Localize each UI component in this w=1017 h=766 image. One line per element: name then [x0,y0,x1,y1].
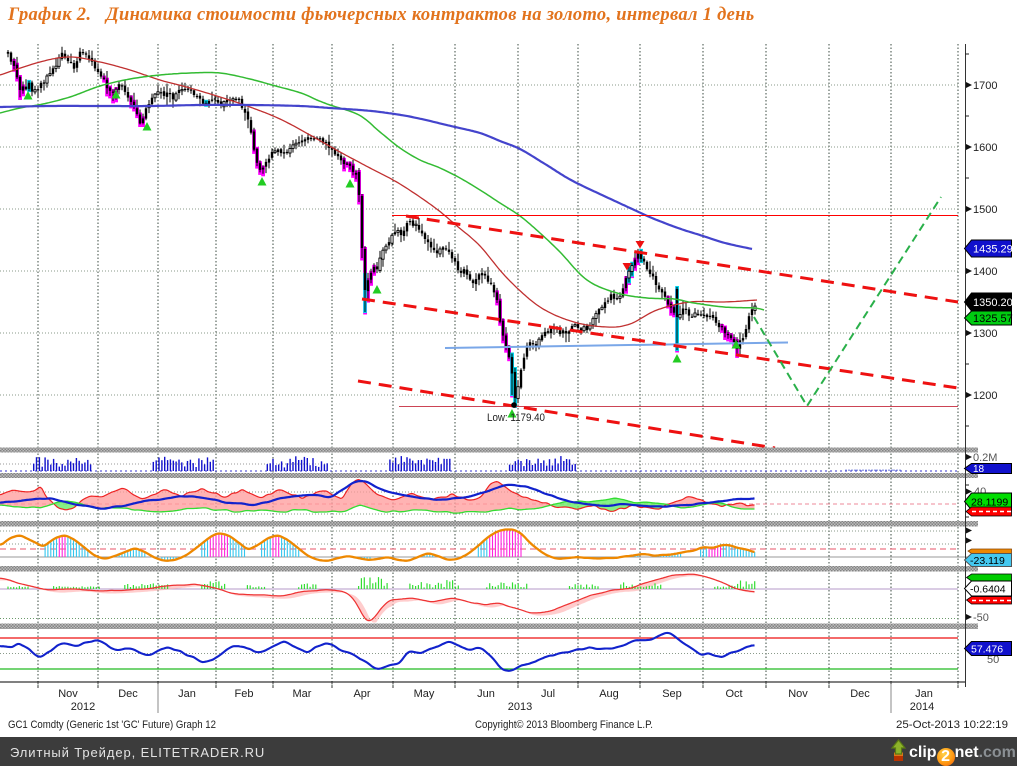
svg-text:2013: 2013 [508,701,532,713]
svg-text:1435.29: 1435.29 [973,244,1013,256]
svg-text:Sep: Sep [662,688,682,700]
svg-text:Dec: Dec [850,688,870,700]
svg-text:-23.119: -23.119 [970,555,1005,567]
svg-text:Jan: Jan [915,688,933,700]
svg-text:Nov: Nov [58,688,78,700]
svg-text:1200: 1200 [973,390,997,402]
svg-text:Copyright© 2013 Bloomberg Fina: Copyright© 2013 Bloomberg Finance L.P. [475,719,653,731]
svg-text:Oct: Oct [725,688,742,700]
svg-text:-0.6404: -0.6404 [970,583,1006,595]
svg-text:18: 18 [973,464,985,475]
svg-text:Nov: Nov [788,688,808,700]
svg-text:Feb: Feb [235,688,254,700]
svg-text:2012: 2012 [71,701,95,713]
svg-text:57.476: 57.476 [971,643,1003,655]
svg-text:1350.20: 1350.20 [973,297,1013,309]
svg-text:28.1199: 28.1199 [971,496,1008,508]
svg-text:50: 50 [987,654,999,666]
svg-text:Aug: Aug [599,688,619,700]
svg-text:Apr: Apr [353,688,370,700]
svg-text:Jul: Jul [541,688,555,700]
svg-text:Low: 1179.40: Low: 1179.40 [487,412,545,424]
svg-text:May: May [414,688,435,700]
svg-text:1400: 1400 [973,266,997,278]
svg-text:Jan: Jan [178,688,196,700]
svg-text:1600: 1600 [973,142,997,154]
svg-text:Jun: Jun [477,688,495,700]
svg-text:1500: 1500 [973,204,997,216]
svg-text:25-Oct-2013 10:22:19: 25-Oct-2013 10:22:19 [896,719,1008,731]
svg-text:0.2M: 0.2M [973,452,997,464]
svg-text:2014: 2014 [910,701,934,713]
svg-text:1700: 1700 [973,80,997,92]
svg-text:Mar: Mar [293,688,312,700]
svg-text:-50: -50 [973,612,989,624]
svg-text:1300: 1300 [973,328,997,340]
svg-text:Dec: Dec [118,688,138,700]
svg-text:1325.57: 1325.57 [973,313,1013,325]
svg-text:GC1 Comdty (Generic 1st 'GC' F: GC1 Comdty (Generic 1st 'GC' Future) Gra… [8,719,216,731]
